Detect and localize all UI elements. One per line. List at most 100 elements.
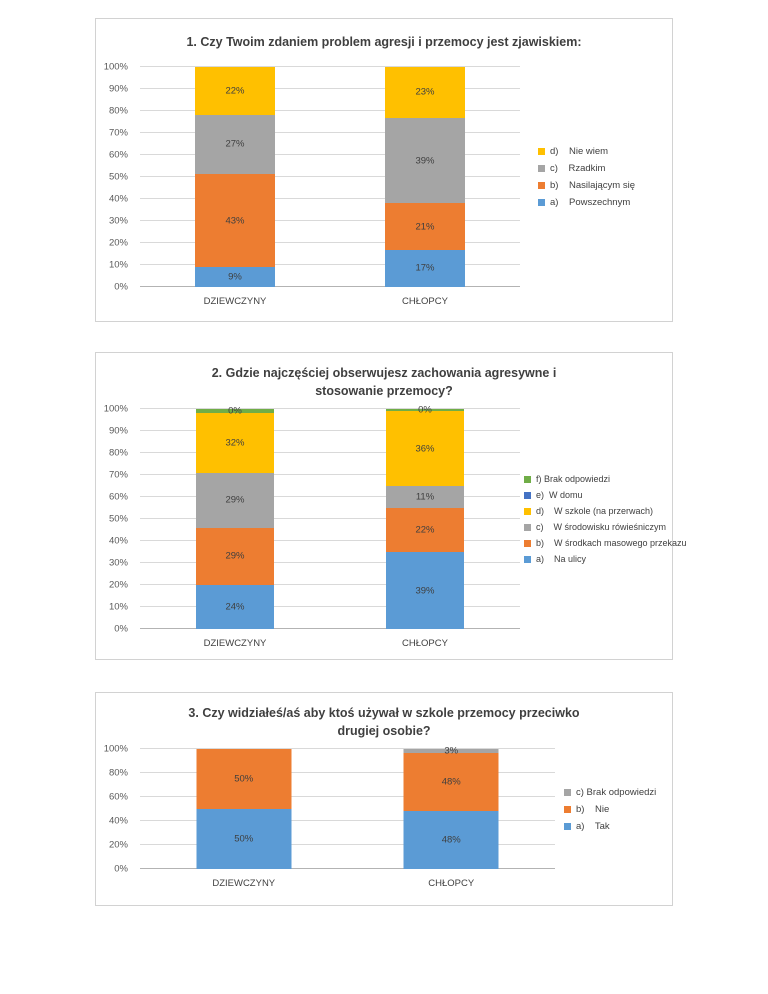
chart-3-title: 3. Czy widziałeś/aś aby ktoś używał w sz… bbox=[188, 706, 580, 738]
chart-1-legend: d) Nie wiem c) Rzadkim b) Nasilającym się a… bbox=[538, 67, 670, 287]
bar-segment: 27% bbox=[195, 114, 275, 174]
category-label: CHŁOPCY bbox=[402, 296, 448, 307]
y-axis-tick-label: 40% bbox=[108, 535, 128, 547]
legend-marker bbox=[538, 182, 545, 189]
data-label: 21% bbox=[415, 221, 435, 233]
gridline bbox=[140, 154, 520, 155]
y-axis-tick-label: 90% bbox=[108, 83, 128, 95]
gridline bbox=[140, 496, 520, 497]
chart-panel-2: 2. Gdzie najczęściej obserwujesz zachowa… bbox=[95, 352, 687, 660]
gridline bbox=[140, 430, 520, 431]
gridline bbox=[140, 540, 520, 541]
data-label: 3% bbox=[444, 745, 459, 757]
chart-panel-1: 1. Czy Twoim zdaniem problem agresji i p… bbox=[95, 18, 673, 322]
legend-item: d) Nie wiem bbox=[538, 146, 670, 157]
category-label: CHŁOPCY bbox=[428, 878, 475, 889]
bar-segment: 17% bbox=[385, 249, 465, 287]
legend-marker bbox=[538, 148, 545, 155]
gridline bbox=[140, 452, 520, 453]
category-label: DZIEWCZYNY bbox=[212, 878, 276, 889]
stacked-bar: 24% 29% 29% 32% 0% bbox=[196, 406, 274, 629]
y-axis-tick-label: 90% bbox=[108, 425, 128, 437]
data-label: 29% bbox=[225, 550, 245, 562]
bar-segment: 0% bbox=[386, 405, 464, 416]
y-axis-tick-label: 10% bbox=[108, 259, 128, 271]
legend-label: c) W środowisku rówieśniczym bbox=[536, 522, 667, 532]
y-axis-tick-label: 70% bbox=[108, 127, 128, 139]
gridline bbox=[140, 408, 520, 409]
bar-segment: 39% bbox=[385, 117, 465, 204]
bar-segment: 50% bbox=[196, 809, 292, 869]
gridline bbox=[140, 584, 520, 585]
data-label: 39% bbox=[415, 155, 435, 167]
gridline bbox=[140, 606, 520, 607]
data-label: 24% bbox=[225, 601, 245, 613]
x-axis-line bbox=[140, 286, 520, 287]
legend-item: c) Rzadkim bbox=[538, 163, 670, 174]
gridline bbox=[140, 748, 555, 749]
gridline bbox=[140, 132, 520, 133]
x-axis-line bbox=[140, 868, 555, 869]
legend-item: b) Nasilającym się bbox=[538, 180, 670, 191]
y-axis-tick-label: 60% bbox=[108, 491, 128, 503]
chart-1-plot-area: 9% 43% 27% 22% 17% 21% 39% 23% bbox=[140, 66, 520, 287]
chart-2-x-axis: DZIEWCZYNY CHŁOPCY bbox=[140, 633, 520, 649]
chart-1-x-axis: DZIEWCZYNY CHŁOPCY bbox=[140, 291, 520, 307]
y-axis-tick-label: 100% bbox=[103, 403, 128, 415]
stacked-bar: 17% 21% 39% 23% bbox=[385, 67, 465, 287]
gridline bbox=[140, 844, 555, 845]
data-label: 22% bbox=[225, 85, 245, 97]
gridline bbox=[140, 242, 520, 243]
bar-segment: 39% bbox=[386, 552, 464, 629]
legend-item: e) W domu bbox=[524, 490, 672, 500]
chart-2-y-axis: 100% 90% 80% 70% 60% 50% 40% 30% 20% 10% 0% bbox=[98, 404, 134, 635]
gridline bbox=[140, 820, 555, 821]
bar-segment: 3% bbox=[403, 745, 499, 756]
chart-2-plot-area: 24% 29% 29% 32% 0% 39% 22% 11% 36% 0% bbox=[140, 405, 520, 629]
legend-label: b) Nasilającym się bbox=[550, 180, 635, 191]
bar-segment: 43% bbox=[195, 173, 275, 268]
legend-item: c) W środowisku rówieśniczym bbox=[524, 522, 672, 532]
data-label: 0% bbox=[418, 404, 432, 416]
legend-marker bbox=[524, 523, 531, 531]
chart-1-y-axis: 100% 90% 80% 70% 60% 50% 40% 30% 20% 10% 0% bbox=[98, 62, 134, 293]
gridline bbox=[140, 518, 520, 519]
y-axis-tick-label: 40% bbox=[108, 815, 128, 827]
data-label: 11% bbox=[415, 491, 435, 503]
legend-item: f) Brak odpowiedzi bbox=[524, 474, 672, 484]
legend-marker bbox=[564, 788, 571, 796]
data-label: 9% bbox=[228, 271, 242, 283]
legend-item: a) Na ulicy bbox=[524, 554, 672, 564]
legend-label: b) W środkach masowego przekazu bbox=[536, 538, 687, 548]
chart-3-y-axis: 100% 80% 60% 40% 20% 0% bbox=[98, 744, 134, 875]
y-axis-tick-label: 50% bbox=[108, 171, 128, 183]
stacked-bar: 39% 22% 11% 36% 0% bbox=[386, 405, 464, 629]
legend-marker bbox=[524, 539, 531, 547]
legend-marker bbox=[538, 199, 545, 206]
bar-segment: 48% bbox=[403, 752, 499, 812]
y-axis-tick-label: 20% bbox=[108, 839, 128, 851]
y-axis-tick-label: 80% bbox=[108, 105, 128, 117]
legend-marker bbox=[524, 475, 531, 483]
bar-segment: 29% bbox=[196, 472, 274, 528]
y-axis-tick-label: 0% bbox=[114, 863, 128, 875]
y-axis-tick-label: 0% bbox=[114, 281, 128, 293]
legend-label: a) Tak bbox=[576, 820, 610, 832]
stacked-bar: 48% 48% 3% bbox=[403, 745, 499, 869]
gridline bbox=[140, 198, 520, 199]
gridline bbox=[140, 772, 555, 773]
bar-segment: 0% bbox=[196, 406, 274, 417]
data-label: 36% bbox=[415, 443, 435, 455]
data-label: 43% bbox=[225, 215, 245, 227]
data-label: 22% bbox=[415, 524, 435, 536]
bar-segment: 24% bbox=[196, 585, 274, 629]
bar-segment: 22% bbox=[195, 67, 275, 115]
gridline bbox=[140, 562, 520, 563]
bar-segment: 23% bbox=[385, 67, 465, 118]
gridline bbox=[140, 796, 555, 797]
gridline bbox=[140, 110, 520, 111]
legend-marker bbox=[524, 507, 531, 515]
legend-label: a) Powszechnym bbox=[550, 197, 631, 208]
stacked-bar: 50% 50% bbox=[196, 749, 292, 869]
legend-marker bbox=[524, 555, 531, 563]
